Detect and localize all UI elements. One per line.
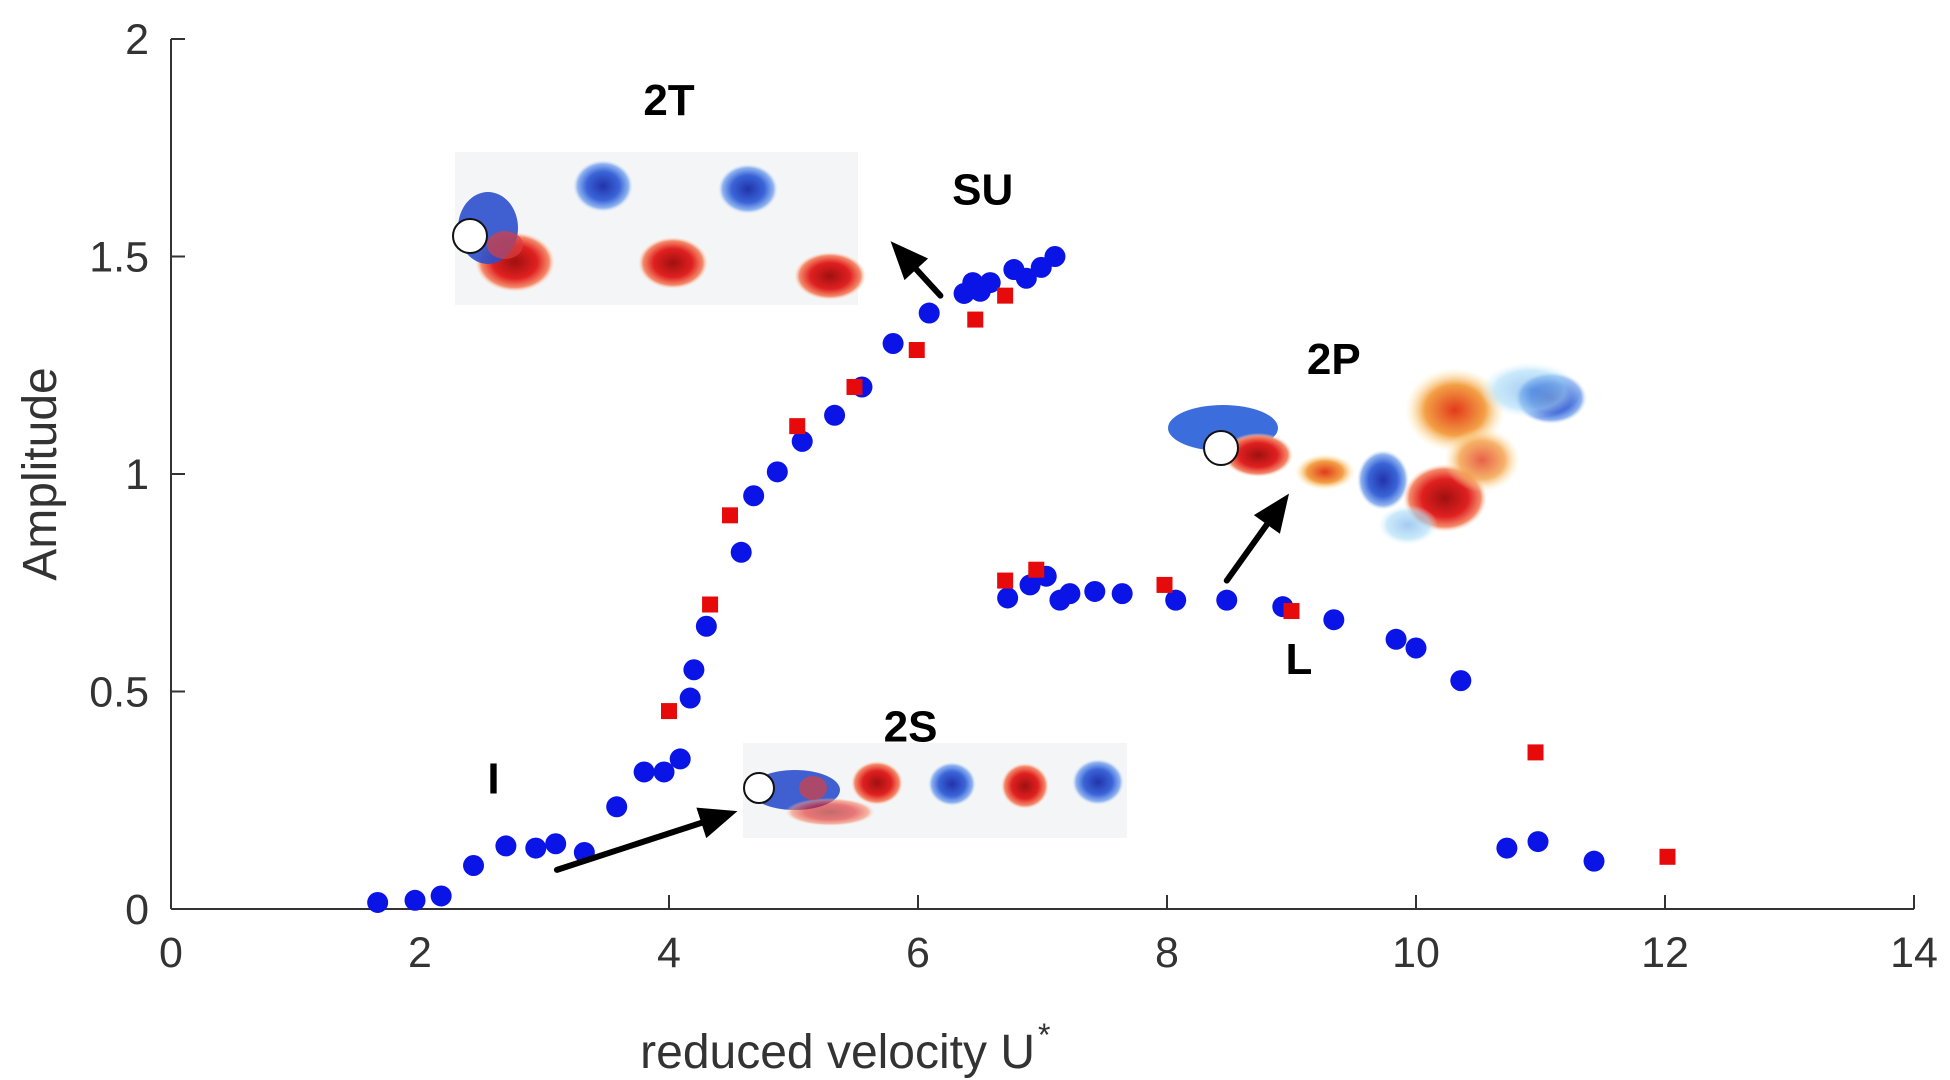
data-point-circle (791, 430, 813, 452)
inset-2t-wake-image (452, 152, 866, 305)
data-point-square (789, 418, 806, 435)
data-point-square (1156, 576, 1173, 593)
annotation-labels: 2T SU 2P L 2S I (487, 76, 1360, 804)
data-point-circle (1323, 609, 1345, 631)
y-tick-label: 2 (125, 16, 149, 64)
y-tick-label: 0.5 (89, 669, 149, 717)
data-point-circle (766, 461, 788, 483)
data-point-square (722, 507, 739, 524)
data-point-circle (1583, 850, 1605, 872)
y-tick-label: 1 (125, 451, 149, 499)
data-point-circle (1385, 628, 1407, 650)
data-point-circle (730, 541, 752, 563)
data-series (367, 246, 1676, 913)
data-point-circle (1496, 837, 1518, 859)
data-point-circle (367, 891, 389, 913)
x-tick-label: 0 (159, 929, 183, 977)
data-point-circle (679, 687, 701, 709)
data-point-circle (1450, 670, 1472, 692)
data-point-circle (695, 615, 717, 637)
annotation-label-l: L (1286, 635, 1313, 684)
data-point-circle (669, 748, 691, 770)
data-point-circle (653, 761, 675, 783)
data-point-square (661, 703, 677, 720)
data-point-square (702, 596, 719, 613)
x-axis-label: reduced velocity U (640, 1026, 1035, 1079)
annotation-label-su: SU (952, 165, 1013, 214)
data-point-circle (1019, 574, 1041, 596)
y-tick-label: 0 (125, 886, 149, 934)
data-point-square (1028, 561, 1045, 578)
x-tick-label: 14 (1890, 929, 1938, 977)
data-point-square (846, 379, 863, 395)
data-point-circle (918, 302, 940, 324)
data-point-square (1527, 744, 1544, 761)
series-blue-circles (367, 246, 1605, 913)
data-point-circle (1044, 246, 1066, 267)
series-red-squares (661, 287, 1676, 865)
inset-2p-wake-image (1168, 362, 1587, 545)
data-point-square (1283, 603, 1300, 620)
data-point-circle (743, 485, 765, 507)
annotation-label-2p: 2P (1307, 335, 1361, 384)
data-point-circle (545, 833, 567, 855)
inset-2s-wake-image (743, 743, 1127, 838)
data-point-circle (824, 404, 846, 426)
data-point-circle (606, 796, 628, 818)
data-point-square (997, 287, 1014, 304)
x-tick-label: 10 (1392, 929, 1440, 977)
annotation-arrow (553, 807, 738, 873)
data-point-circle (1165, 589, 1187, 611)
data-point-square (908, 342, 925, 359)
data-point-square (967, 311, 984, 328)
x-tick-label: 2 (408, 929, 432, 977)
data-point-circle (1527, 831, 1549, 853)
axis-ticks: 0 2 4 6 8 10 12 14 0 0.5 1 1.5 2 (89, 16, 1938, 977)
x-axis-label-superscript: * (1038, 1017, 1050, 1053)
data-point-circle (1216, 589, 1238, 611)
data-point-circle (997, 587, 1019, 609)
annotation-arrow (1223, 493, 1290, 584)
y-axis-label: Amplitude (14, 367, 67, 580)
x-tick-label: 8 (1155, 929, 1179, 977)
data-point-square (997, 572, 1014, 589)
x-tick-label: 12 (1641, 929, 1689, 977)
annotation-label-2s: 2S (884, 703, 938, 752)
data-point-circle (525, 837, 547, 859)
data-point-circle (404, 889, 426, 911)
annotation-label-i: I (487, 755, 499, 804)
x-tick-label: 6 (906, 929, 930, 977)
data-point-circle (1015, 267, 1037, 289)
y-tick-label: 1.5 (89, 234, 149, 282)
data-point-circle (1405, 637, 1427, 659)
annotation-arrow (890, 241, 944, 299)
data-point-circle (979, 272, 1001, 294)
data-point-circle (430, 885, 452, 907)
data-point-circle (1084, 580, 1106, 602)
data-point-circle (683, 659, 705, 681)
data-point-circle (1111, 583, 1133, 605)
data-point-circle (882, 333, 904, 354)
data-point-circle (1059, 583, 1081, 605)
data-point-circle (495, 835, 517, 857)
annotation-label-2t: 2T (643, 76, 694, 125)
data-point-circle (463, 855, 485, 876)
data-point-circle (633, 761, 655, 783)
data-point-square (1659, 848, 1676, 865)
x-tick-label: 4 (657, 929, 681, 977)
annotation-arrows (553, 241, 1290, 873)
